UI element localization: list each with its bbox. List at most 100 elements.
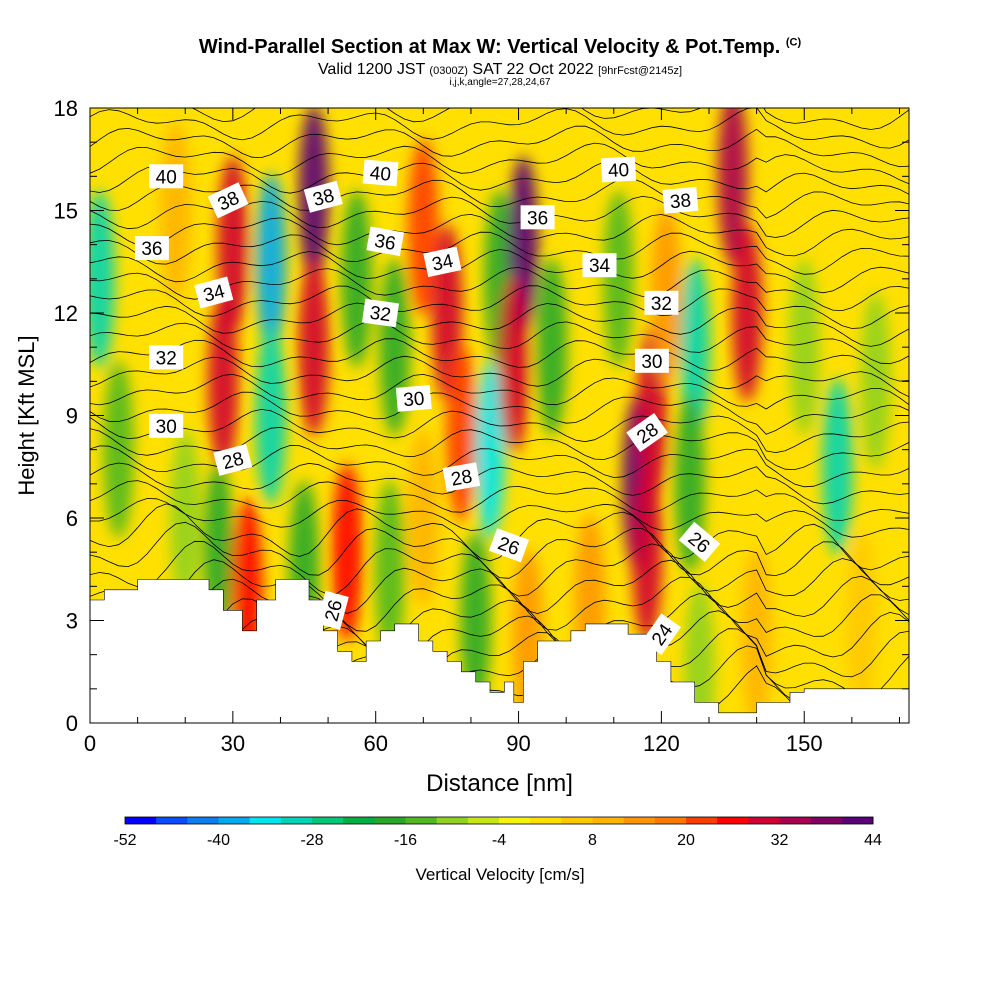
colorbar: -52 -40 -28 -16 -4 8 20 32 44 — [113, 816, 882, 849]
contour-label-box — [362, 159, 399, 187]
x-tick-label: 30 — [221, 731, 245, 756]
contour-label-box — [634, 348, 669, 373]
theta-contour-line — [90, 108, 909, 149]
contour-label-box — [626, 413, 668, 453]
theta-contour-line — [90, 408, 909, 454]
plot-area — [90, 108, 909, 723]
contour-label-box — [194, 276, 234, 309]
contour-label-text: 40 — [369, 163, 392, 186]
contour-label-text: 34 — [589, 256, 611, 277]
colorbar-swatch — [343, 817, 375, 824]
x-tick-label: 150 — [786, 731, 823, 756]
contour-label: 38 — [303, 180, 343, 213]
contour-label-box — [395, 384, 432, 412]
colorbar-swatch — [125, 817, 157, 824]
contour-label-text: 40 — [607, 160, 629, 182]
contour-label-box — [316, 590, 349, 630]
contour-label-box — [442, 462, 481, 492]
contour-label-text: 32 — [156, 348, 177, 369]
theta-contours — [90, 108, 909, 723]
valid-date: SAT 22 Oct 2022 — [472, 61, 594, 78]
valid-time: Valid 1200 JST — [317, 61, 425, 78]
colorbar-swatch — [218, 817, 251, 824]
contour-label-box — [678, 521, 721, 563]
velocity-cell — [255, 326, 287, 505]
colorbar-swatch — [374, 817, 406, 824]
contour-label-box — [149, 164, 184, 189]
colorbar-label: Vertical Velocity [cm/s] — [415, 865, 584, 884]
contour-label-box — [644, 290, 679, 315]
theta-contour-line — [90, 142, 909, 185]
x-tick-label: 60 — [363, 731, 387, 756]
title-text: Wind-Parallel Section at Max W: Vertical… — [198, 36, 781, 58]
colorbar-swatch — [405, 817, 438, 824]
contour-label-box — [213, 443, 253, 476]
theta-contour-line — [90, 521, 909, 586]
theta-contour-line — [90, 231, 909, 275]
y-tick-label: 3 — [66, 609, 78, 634]
chart-title: Wind-Parallel Section at Max W: Vertical… — [0, 36, 1000, 59]
x-tick-label: 0 — [84, 731, 96, 756]
theta-contour-line — [90, 213, 909, 257]
velocity-cell — [822, 377, 853, 556]
velocity-cell — [603, 190, 634, 368]
contour-label-box — [149, 413, 184, 438]
theta-contour-line — [90, 302, 909, 347]
velocity-cell — [341, 190, 372, 368]
x-axis-label: Distance [nm] — [426, 770, 573, 797]
contour-label: 34 — [582, 253, 617, 278]
colorbar-tick-label: 8 — [588, 832, 597, 849]
theta-contour-line — [90, 498, 909, 538]
colorbar-tick-label: 20 — [677, 832, 695, 849]
theta-contour-line — [90, 576, 909, 637]
chart-subtitle: Valid 1200 JST (0300Z) SAT 22 Oct 2022 [… — [0, 61, 1000, 79]
theta-contour-line — [90, 373, 909, 410]
contour-label: 36 — [366, 226, 405, 257]
contour-label-box — [361, 298, 400, 328]
velocity-cell — [255, 172, 287, 351]
contour-label: 32 — [644, 290, 679, 315]
title-tag: (C) — [785, 36, 802, 49]
contour-label-box — [366, 226, 405, 257]
velocity-cell — [446, 343, 477, 522]
contour-label: 32 — [361, 298, 400, 328]
y-tick-label: 18 — [54, 96, 78, 121]
contour-label-box — [149, 345, 184, 370]
velocity-cell — [474, 360, 506, 539]
theta-contour-line — [90, 125, 909, 168]
theta-contour-line — [90, 320, 909, 365]
velocity-cell — [846, 531, 877, 710]
y-tick-label: 15 — [54, 199, 78, 224]
contour-label-box — [303, 180, 343, 213]
velocity-cell — [498, 275, 530, 454]
contour-label-text: 36 — [373, 231, 397, 255]
contour-label-text: 28 — [449, 466, 473, 490]
section-indices: i,j,k,angle=27,28,24,67 — [449, 77, 551, 88]
velocity-cell — [208, 292, 239, 471]
contour-label: 40 — [362, 159, 399, 187]
colorbar-swatch — [280, 817, 313, 824]
theta-contour-line — [191, 108, 909, 130]
velocity-cell — [741, 548, 772, 723]
contour-label: 30 — [149, 413, 184, 438]
contour-label: 38 — [662, 186, 699, 214]
colorbar-swatch — [436, 817, 469, 824]
colorbar-swatch — [530, 817, 562, 824]
contour-label-box — [662, 186, 699, 214]
colorbar-swatch — [156, 817, 188, 824]
contour-label-box — [488, 528, 530, 563]
contour-label-box — [520, 205, 555, 230]
theta-contour-line — [90, 480, 909, 521]
velocity-cell — [374, 480, 406, 659]
theta-contour-line — [90, 503, 909, 571]
velocity-cell — [684, 582, 715, 723]
colorbar-swatch — [623, 817, 656, 824]
colorbar-swatch — [312, 817, 344, 824]
y-tick-label: 9 — [66, 404, 78, 429]
theta-contour-line — [90, 249, 909, 294]
contour-label: 30 — [395, 384, 432, 412]
colorbar-swatch — [499, 817, 531, 824]
colorbar-swatch — [717, 817, 749, 824]
